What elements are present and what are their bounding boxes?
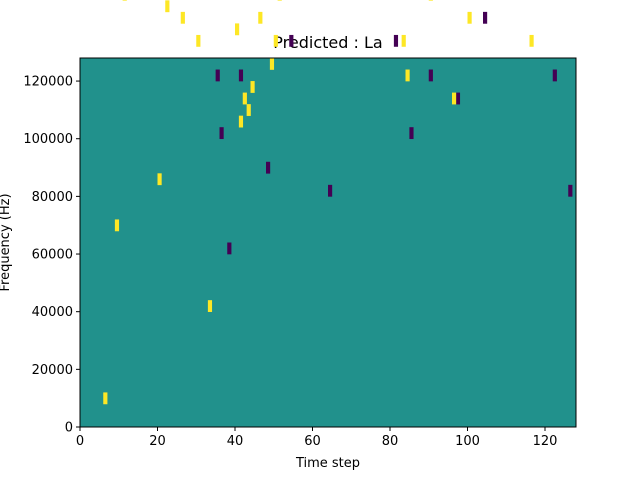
heatmap-cell-high bbox=[103, 392, 108, 405]
x-tick-label: 0 bbox=[76, 434, 84, 449]
heatmap-cell-low bbox=[219, 127, 224, 140]
x-axis-label: Time step bbox=[295, 456, 360, 471]
x-tick-label: 20 bbox=[149, 434, 166, 449]
plot-frame bbox=[79, 57, 577, 428]
heatmap-cell-high bbox=[122, 0, 127, 1]
heatmap-cell-low bbox=[328, 184, 333, 197]
heatmap-cell-low bbox=[289, 34, 294, 47]
heatmap-cell-high bbox=[273, 34, 278, 47]
heatmap-cell-high bbox=[246, 104, 251, 116]
heatmap-cell-high bbox=[165, 0, 170, 13]
heatmap-cell-low bbox=[455, 92, 461, 105]
heatmap-cell-low bbox=[568, 184, 573, 197]
heatmap-cell-low bbox=[238, 69, 244, 82]
heatmap-cell-low bbox=[227, 242, 232, 255]
chart-title: Predicted : La bbox=[273, 33, 382, 52]
y-tick-label: 40000 bbox=[32, 305, 73, 320]
heatmap-cell-high bbox=[529, 34, 534, 47]
heatmap-cell-low bbox=[483, 11, 488, 24]
heatmap-cell-high bbox=[180, 11, 185, 24]
heatmap-cell-low bbox=[215, 69, 220, 82]
heatmap-cell-high bbox=[258, 11, 263, 24]
x-tick-label: 60 bbox=[304, 434, 321, 449]
plot-area bbox=[79, 0, 577, 428]
heatmap-cell-high bbox=[114, 219, 120, 232]
y-tick-label: 0 bbox=[65, 421, 73, 436]
heatmap-cell-high bbox=[250, 81, 255, 93]
x-tick-label: 100 bbox=[455, 434, 480, 449]
y-axis: 0 20000 40000 60000 80000 100000 120000 bbox=[23, 75, 80, 436]
heatmap-cell-high bbox=[405, 69, 410, 82]
heatmap-cell-high bbox=[269, 58, 275, 70]
heatmap-background bbox=[80, 58, 576, 427]
heatmap-cell-high bbox=[196, 34, 201, 47]
y-tick-label: 60000 bbox=[32, 248, 73, 263]
heatmap-cell-high bbox=[207, 300, 213, 312]
heatmap-cell-low bbox=[552, 69, 557, 82]
x-tick-label: 40 bbox=[227, 434, 244, 449]
heatmap-cell-high bbox=[157, 173, 162, 186]
y-tick-label: 100000 bbox=[23, 132, 73, 147]
x-axis: 0 20 40 60 80 100 120 bbox=[76, 427, 558, 449]
heatmap-cell-low bbox=[428, 69, 433, 82]
heatmap-cell-high bbox=[467, 11, 472, 24]
heatmap-cell-high bbox=[401, 34, 406, 47]
y-axis-label: Frequency (Hz) bbox=[0, 193, 13, 291]
heatmap-cell-high bbox=[452, 92, 457, 105]
heatmap-cell-high bbox=[277, 0, 282, 1]
y-tick-label: 80000 bbox=[32, 190, 73, 205]
heatmap-cell-low bbox=[409, 127, 414, 140]
y-tick-label: 20000 bbox=[32, 363, 73, 378]
heatmap-cell-high bbox=[428, 0, 433, 1]
heatmap-cell-high bbox=[238, 115, 244, 128]
heatmap-cell-high bbox=[242, 92, 247, 105]
x-tick-label: 120 bbox=[533, 434, 558, 449]
heatmap-cell-high bbox=[235, 23, 240, 36]
x-tick-label: 80 bbox=[382, 434, 399, 449]
y-tick-label: 120000 bbox=[23, 75, 73, 90]
heatmap-cell-low bbox=[393, 34, 399, 47]
heatmap-cell-low bbox=[266, 161, 271, 174]
